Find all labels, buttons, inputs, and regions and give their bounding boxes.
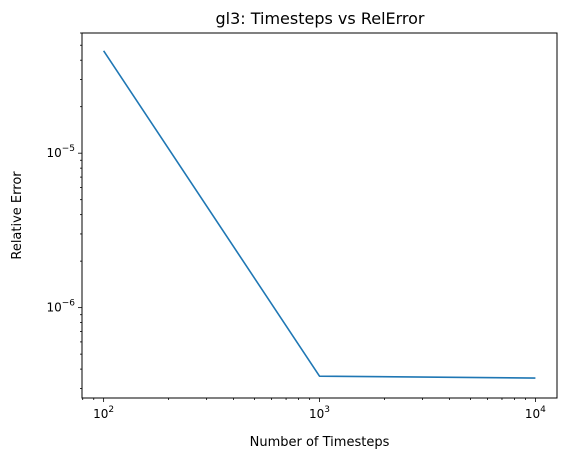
x-axis-label: Number of Timesteps [250,435,390,450]
x-tick-label: 103 [309,405,330,421]
series-line [102,50,536,379]
y-axis: 10−6 10−5 [46,32,82,389]
series-layer [102,50,536,379]
x-tick-label: 104 [525,405,546,421]
x-tick-label: 102 [93,405,114,421]
y-tick-label: 10−5 [46,144,75,160]
plot-frame [81,32,558,399]
x-axis: 102 103 104 [82,398,546,421]
y-tick-label: 10−6 [46,299,75,315]
chart-title: gl3: Timesteps vs RelError [215,9,424,28]
y-axis-label: Relative Error [10,171,25,260]
